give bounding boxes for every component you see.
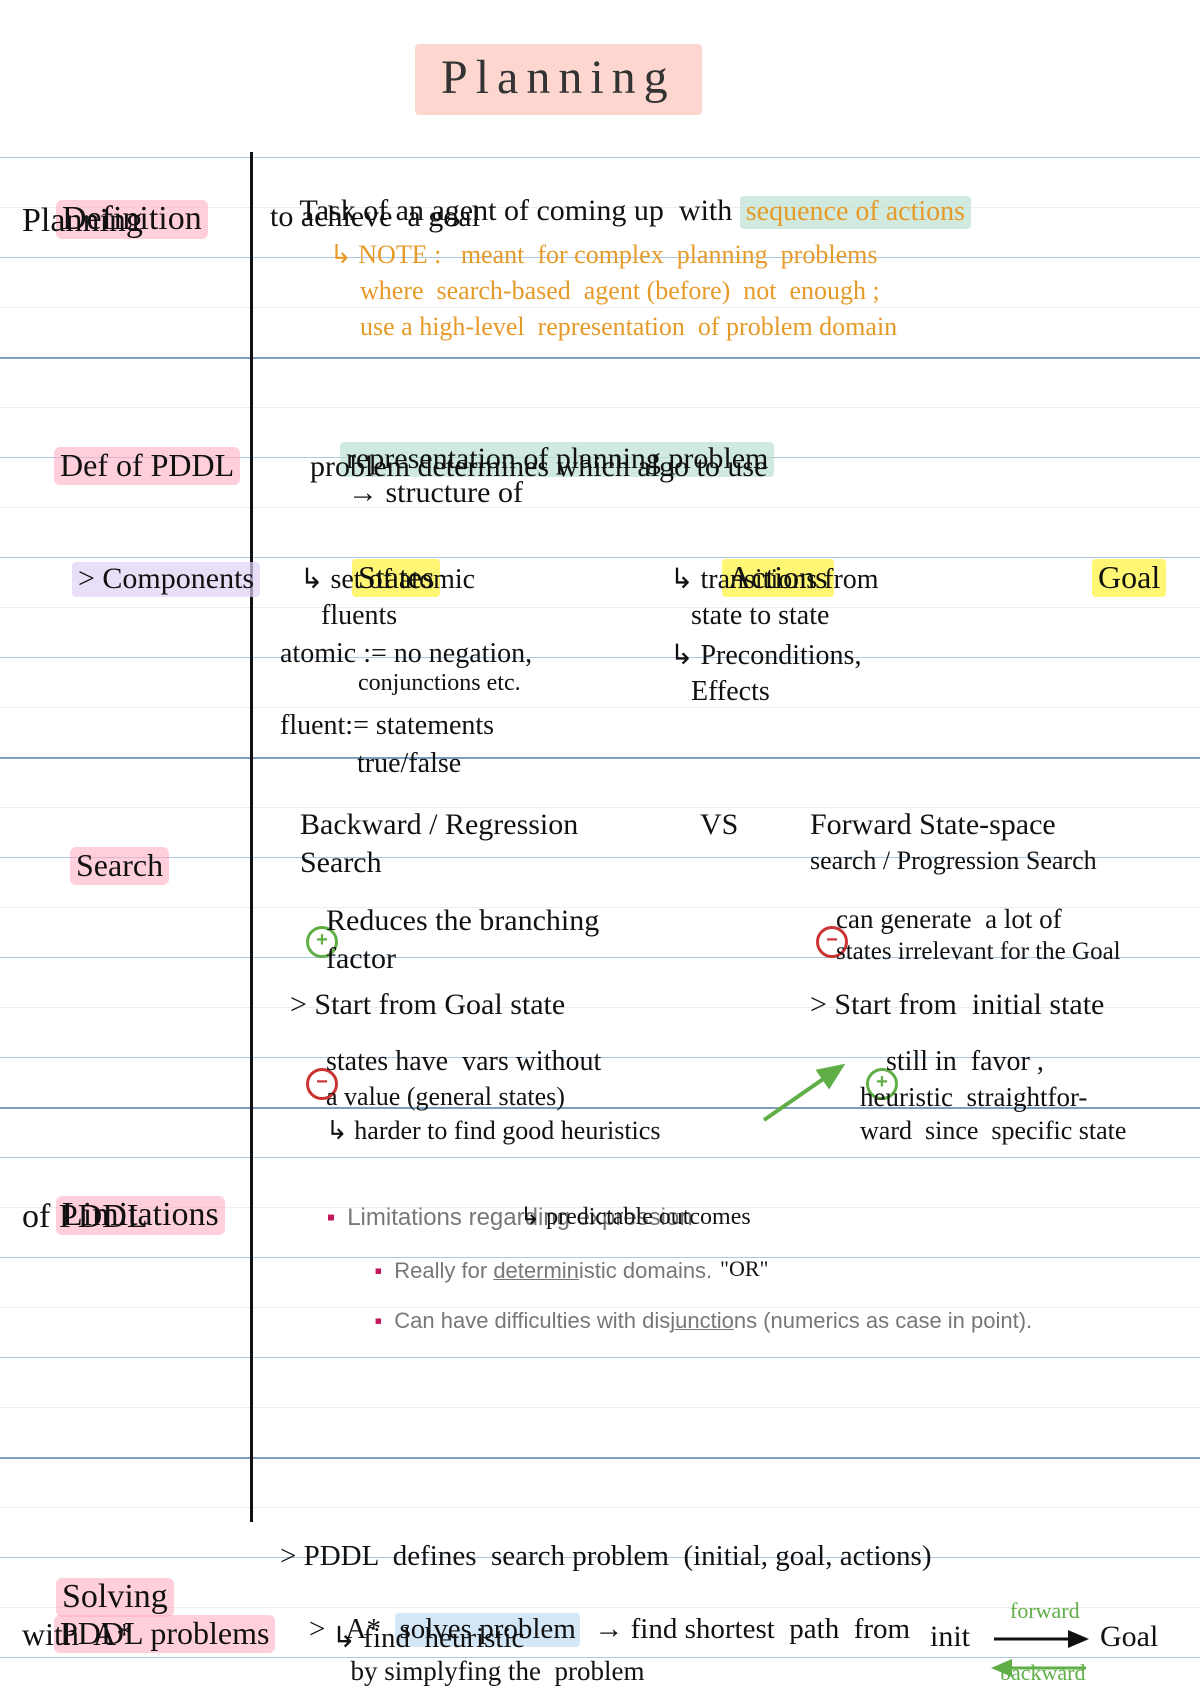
search-bp1b: factor xyxy=(326,942,396,976)
search-fwd: Forward State-space xyxy=(810,808,1056,842)
search-vs: VS xyxy=(700,808,738,842)
astar-l4: by simplyfing the problem xyxy=(310,1656,644,1687)
limitations-hand1: ↳ predictable outcomes xyxy=(520,1202,751,1231)
search-bp2: > Start from Goal state xyxy=(290,988,565,1022)
astar-goal: Goal xyxy=(1100,1620,1158,1654)
astar-l1: > PDDL defines search problem (initial, … xyxy=(280,1540,932,1573)
search-back-2: Search xyxy=(300,846,382,880)
heading-components: > Components xyxy=(42,528,260,630)
astar-init: init xyxy=(930,1620,970,1654)
definition-line2: to achieve a goal xyxy=(270,200,480,234)
link-arrow-icon xyxy=(760,1060,860,1130)
search-bm1: states have vars without xyxy=(326,1046,601,1078)
astar-forward-label: forward xyxy=(1010,1598,1080,1624)
comp-actions-d: Effects xyxy=(670,676,770,708)
backward-arrow-icon xyxy=(990,1656,1100,1686)
search-fp3c: ward since specific state xyxy=(860,1116,1126,1146)
comp-actions-c: ↳ Preconditions, xyxy=(670,638,861,672)
comp-states-f: true/false xyxy=(280,748,461,780)
comp-states-a: ↳ set of atomic xyxy=(300,562,475,596)
page-title: Planning xyxy=(415,44,702,115)
notes-page: Planning Definition Planning Def of PDDL… xyxy=(0,0,1200,1697)
search-fp3: still in favor , xyxy=(886,1046,1044,1078)
limitations-hand2: "OR" xyxy=(720,1256,769,1282)
comp-goal-h: Goal xyxy=(1060,522,1166,633)
search-fwd-2: search / Progression Search xyxy=(810,846,1097,876)
comp-states-d: conjunctions etc. xyxy=(280,670,521,697)
heading-def-pddl: Def of PDDL xyxy=(22,410,240,521)
comp-states-e: fluent:= statements xyxy=(280,710,494,742)
search-fm1: can generate a lot of xyxy=(836,904,1062,935)
comp-states-c: atomic := no negation, xyxy=(280,638,532,670)
search-bm1b: a value (general states) xyxy=(326,1082,565,1112)
margin-divider xyxy=(250,152,253,1522)
astar-l3: ↳ find heuristic xyxy=(310,1620,524,1655)
pddl-line2: problem determines which algo to use xyxy=(310,450,767,484)
comp-actions-b: state to state xyxy=(670,600,829,632)
search-fm1b: states irrelevant for the Goal xyxy=(836,938,1121,966)
heading-search: Search xyxy=(38,810,169,921)
definition-note-1: ↳ NOTE : meant for complex planning prob… xyxy=(330,240,877,270)
heading-limitations-2: of PDDL xyxy=(22,1198,148,1236)
search-back: Backward / Regression xyxy=(300,808,578,842)
search-bm1c: ↳ harder to find good heuristics xyxy=(326,1116,660,1146)
forward-arrow-icon xyxy=(990,1624,1100,1654)
search-fp2: > Start from initial state xyxy=(810,988,1104,1022)
comp-states-b: fluents xyxy=(300,600,397,632)
search-fp3b: heuristic straightfor- xyxy=(860,1082,1087,1113)
heading-definition-2: Planning xyxy=(22,202,143,240)
search-bp1: Reduces the branching xyxy=(326,904,599,938)
limitations-bullet-2: ▪Can have difficulties with disjunctions… xyxy=(350,1282,1032,1360)
heading-solving-3: with A* xyxy=(22,1616,132,1653)
definition-note-2: where search-based agent (before) not en… xyxy=(360,276,880,306)
definition-note-3: use a high-level representation of probl… xyxy=(360,312,897,342)
comp-actions-a: ↳ transitions from xyxy=(670,562,879,596)
